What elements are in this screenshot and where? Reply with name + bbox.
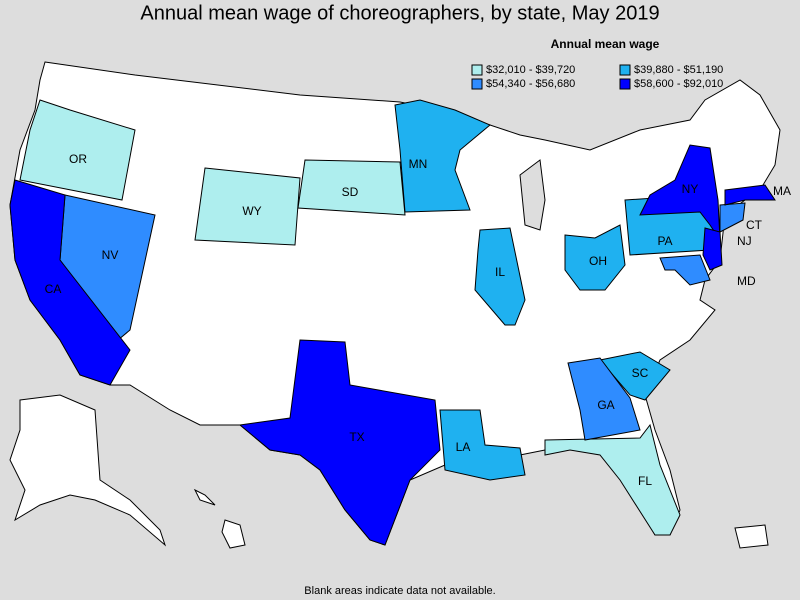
state-shape [702, 227, 723, 271]
state-label: SC [632, 366, 649, 380]
footnote: Blank areas indicate data not available. [304, 585, 495, 597]
state-shape [719, 202, 746, 233]
state-label: NJ [737, 234, 752, 248]
state-label: WY [242, 204, 261, 218]
state-label: NV [102, 248, 119, 262]
state: MA [724, 184, 791, 206]
state: OR [19, 99, 136, 201]
state-shape [19, 99, 136, 201]
legend-label: $58,600 - $92,010 [634, 78, 723, 90]
state-label: MN [409, 157, 428, 171]
legend-swatch [619, 64, 631, 76]
state: GA [567, 357, 641, 441]
state: FL [544, 423, 681, 536]
legend-label: $32,010 - $39,720 [486, 64, 575, 76]
state-label: GA [597, 398, 614, 412]
state: LA [439, 409, 526, 481]
puerto-rico [734, 524, 769, 549]
state-label: PA [657, 234, 672, 248]
state-label: OR [69, 152, 87, 166]
hawaii [193, 488, 216, 506]
state-label: LA [456, 440, 471, 454]
state: OH [564, 224, 626, 291]
state: MD [659, 254, 756, 288]
state: SC [599, 351, 671, 401]
legend-label: $54,340 - $56,680 [486, 78, 575, 90]
state-label: NY [682, 182, 699, 196]
state: IL [474, 227, 526, 326]
state-label: FL [638, 474, 652, 488]
state-label: IL [495, 265, 505, 279]
alaska [9, 394, 167, 547]
legend-swatch [471, 78, 483, 90]
state-shape [567, 357, 641, 441]
legend-title: Annual mean wage [551, 37, 660, 51]
state-shape [724, 184, 776, 206]
state-shape [659, 254, 711, 286]
state: WY [194, 167, 301, 246]
state-shape [599, 351, 671, 401]
lake-michigan [519, 159, 546, 231]
state-label: MD [737, 274, 756, 288]
state-label: TX [349, 430, 364, 444]
state-label: MA [773, 184, 791, 198]
title: Annual mean wage of choreographers, by s… [140, 2, 659, 24]
state-shape [9, 179, 131, 386]
state: NJ [702, 227, 752, 271]
state-label: OH [589, 254, 607, 268]
state: SD [297, 159, 406, 216]
state-shape [474, 227, 526, 326]
state-label: SD [342, 185, 359, 199]
state-label: CT [746, 218, 763, 232]
legend-swatch [619, 78, 631, 90]
state-label: CA [45, 282, 62, 296]
state: NY [639, 144, 721, 242]
state-shape [544, 423, 681, 536]
state: MN [394, 99, 491, 213]
state: CT [719, 202, 763, 233]
state-shape [238, 339, 441, 546]
state: NV [59, 194, 156, 341]
state-shape [639, 144, 721, 242]
state: CA [9, 179, 131, 386]
legend: $32,010 - $39,720 $39,880 - $51,190 $54,34… [471, 64, 723, 90]
state-shape [297, 159, 406, 216]
state-shape [439, 409, 526, 481]
state: TX [238, 339, 441, 546]
legend-label: $39,880 - $51,190 [634, 64, 723, 76]
legend-swatch [471, 64, 483, 76]
state-shape [394, 99, 491, 213]
hawaii [221, 519, 246, 549]
state-shape [564, 224, 626, 291]
state-shape [194, 167, 301, 246]
